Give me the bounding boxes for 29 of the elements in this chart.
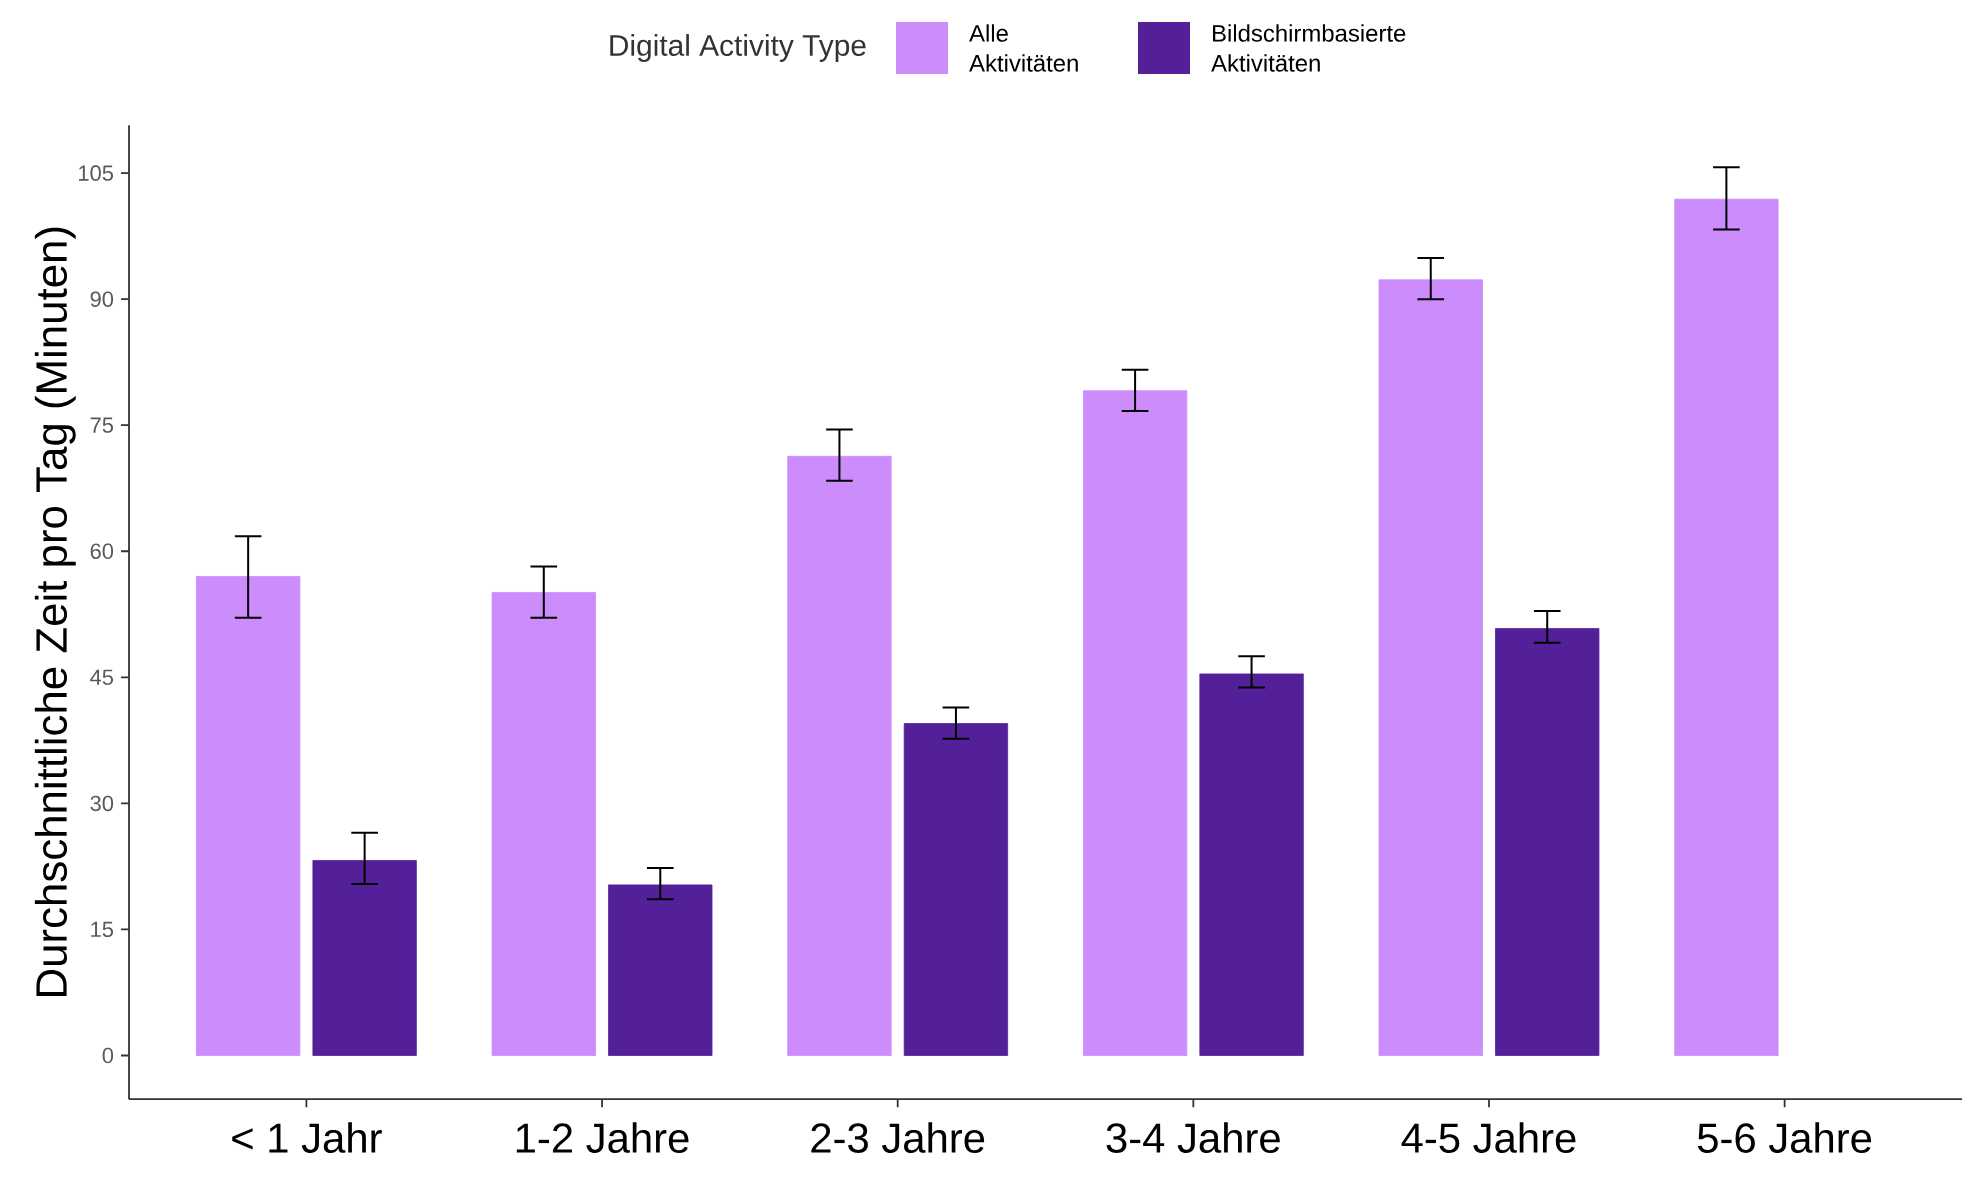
y-tick-label: 0 — [102, 1047, 114, 1064]
bar — [903, 723, 1009, 1056]
bar — [196, 576, 301, 1056]
y-tick-label: 15 — [91, 921, 114, 938]
y-tick-label: 45 — [90, 669, 114, 685]
bar — [312, 860, 417, 1056]
bar — [1199, 673, 1304, 1056]
bar — [1378, 279, 1483, 1056]
legend-title: Digital Activity Type — [610, 34, 866, 62]
y-tick-label: 60 — [90, 543, 114, 560]
y-axis-title: Durchschnittliche Zeit pro Tag (Minuten) — [34, 227, 76, 996]
x-tick-label: < 1 Jahr — [232, 1122, 382, 1153]
x-tick-label: 3-4 Jahre — [1106, 1122, 1280, 1153]
y-tick-label: 105 — [79, 165, 114, 181]
bar — [491, 592, 596, 1056]
bar — [1082, 390, 1188, 1056]
bar — [1674, 198, 1779, 1056]
y-tick-label: 30 — [90, 795, 114, 812]
x-tick-label: 4-5 Jahre — [1401, 1122, 1576, 1153]
legend-label: Alle Aktivitäten — [969, 24, 1078, 72]
legend-label: Bildschirmbasierte Aktivitäten — [1211, 24, 1406, 72]
x-tick-label: 5-6 Jahre — [1697, 1122, 1872, 1153]
bar — [608, 884, 713, 1056]
y-tick-label: 75 — [90, 417, 114, 433]
x-tick-label: 2-3 Jahre — [811, 1122, 985, 1153]
y-tick-label: 90 — [90, 291, 114, 307]
bar — [787, 455, 892, 1056]
bar — [1495, 628, 1600, 1056]
x-tick-label: 1-2 Jahre — [516, 1122, 689, 1153]
